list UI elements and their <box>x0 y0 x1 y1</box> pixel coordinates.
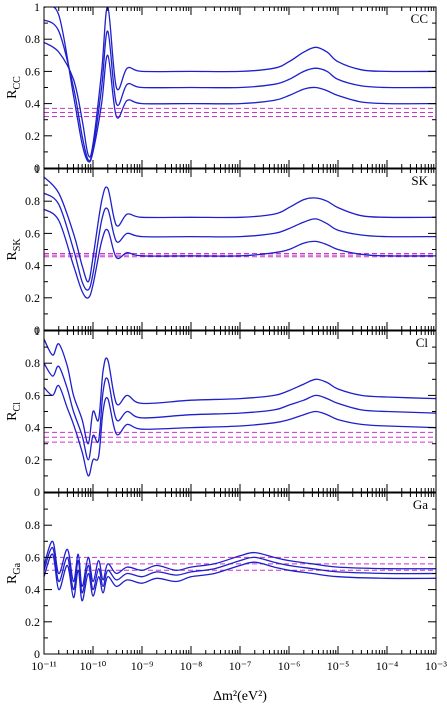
x-tick-label: 10⁻¹⁰ <box>80 659 107 673</box>
y-tick-label: 1 <box>34 162 40 176</box>
y-tick-label: 0.6 <box>25 226 40 240</box>
series-line-1 <box>44 362 436 461</box>
y-axis-label: RSK <box>5 238 23 261</box>
y-tick-label: 0.4 <box>25 259 40 273</box>
x-axis-label: Δm²(eV²) <box>213 689 267 704</box>
y-tick-label: 1 <box>34 0 40 14</box>
series-line-2 <box>44 384 436 477</box>
x-tick-label: 10⁻¹¹ <box>31 659 57 673</box>
panels-group: 00.20.40.60.81CCRCC00.20.40.60.81SKRSK00… <box>5 0 447 673</box>
y-tick-label: 0.8 <box>25 194 40 208</box>
series-line-0 <box>44 176 436 283</box>
series-line-2 <box>44 7 436 163</box>
series-line-0 <box>44 540 436 588</box>
y-tick-label: 1 <box>34 324 40 338</box>
y-axis-label: RCl <box>5 402 23 421</box>
panel-ga: 0 0.2 0.4 0.6 0.8 Ga RGa <box>5 492 437 661</box>
x-tick-label: 10⁻⁵ <box>327 659 350 673</box>
y-tick-label: 0.4 <box>25 583 40 597</box>
series-line-0 <box>44 7 436 158</box>
y-tick-label: 0.2 <box>25 129 40 143</box>
series-line-1 <box>44 547 436 594</box>
series-line-0 <box>44 338 436 445</box>
y-tick-label: 0 <box>34 323 40 337</box>
panel-label: Cl <box>416 335 429 350</box>
y-tick-label: 0 <box>34 161 40 175</box>
x-tick-label: 10⁻⁷ <box>229 659 252 673</box>
y-tick-label: 0.6 <box>25 388 40 402</box>
series-line-2 <box>44 553 436 602</box>
series-line-2 <box>44 208 436 299</box>
x-tick-label: 10⁻⁴ <box>376 659 399 673</box>
panel-label: Ga <box>413 497 428 512</box>
y-tick-label: 0.2 <box>25 453 40 467</box>
panel-label: CC <box>411 11 428 26</box>
y-tick-label: 0.8 <box>25 356 40 370</box>
y-tick-label: 0.8 <box>25 32 40 46</box>
y-tick-label: 0 <box>34 647 40 661</box>
y-tick-label: 0.6 <box>25 550 40 564</box>
y-tick-label: 0.6 <box>25 64 40 78</box>
y-tick-label: 0.4 <box>25 421 40 435</box>
x-tick-label: 10⁻⁸ <box>180 659 203 673</box>
x-tick-label: 10⁻³ <box>425 659 447 673</box>
panel-label: SK <box>411 173 428 188</box>
panel-sk: 0 0.2 0.4 0.6 0.8 1 SK RSK <box>5 162 437 337</box>
y-tick-label: 0.8 <box>25 518 40 532</box>
panel-cl: 0 0.2 0.4 0.6 0.8 1 Cl RCl <box>5 324 437 499</box>
x-tick-label: 10⁻⁶ <box>278 659 301 673</box>
series-line-1 <box>44 192 436 291</box>
x-tick-label: 10⁻⁹ <box>131 659 154 673</box>
y-tick-label: 0 <box>34 485 40 499</box>
panel-cc: 0 0.2 0.4 0.6 0.8 1 CC RCC <box>5 0 437 175</box>
series-line-1 <box>44 19 436 162</box>
y-axis-label: RGa <box>5 562 23 584</box>
y-tick-label: 0.4 <box>25 97 40 111</box>
y-tick-label: 0.2 <box>25 615 40 629</box>
y-axis-label: RCC <box>5 76 23 99</box>
y-tick-label: 0.2 <box>25 291 40 305</box>
